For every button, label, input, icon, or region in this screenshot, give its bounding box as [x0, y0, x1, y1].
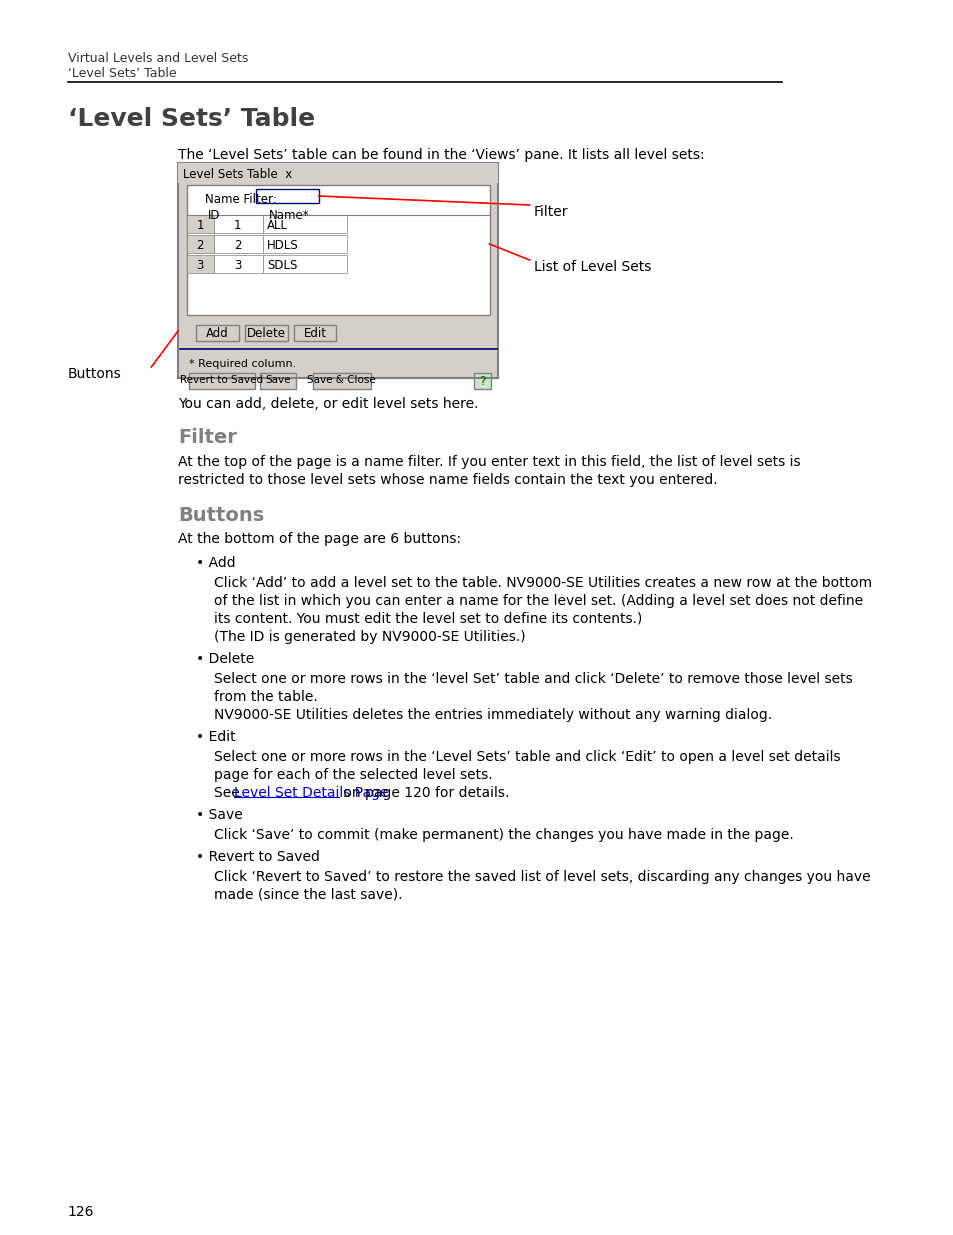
- Text: Add: Add: [206, 327, 229, 340]
- Text: HDLS: HDLS: [267, 240, 298, 252]
- Text: Buttons: Buttons: [68, 367, 121, 382]
- Text: 2: 2: [196, 240, 204, 252]
- Text: Select one or more rows in the ‘level Set’ table and click ‘Delete’ to remove th: Select one or more rows in the ‘level Se…: [213, 672, 851, 685]
- Bar: [187, 215, 213, 233]
- Text: Level Sets Table  x: Level Sets Table x: [183, 168, 293, 182]
- Text: List of Level Sets: List of Level Sets: [534, 261, 651, 274]
- Text: 1: 1: [196, 219, 204, 232]
- Text: • Save: • Save: [195, 808, 242, 823]
- Text: of the list in which you can enter a name for the level set. (Adding a level set: of the list in which you can enter a nam…: [213, 594, 862, 608]
- Text: Save: Save: [265, 375, 290, 385]
- Text: • Edit: • Edit: [195, 730, 235, 743]
- Bar: [213, 215, 262, 233]
- Text: Level Set Details Page: Level Set Details Page: [233, 785, 388, 800]
- Text: Filter: Filter: [178, 429, 236, 447]
- Text: ID: ID: [207, 209, 219, 222]
- Text: The ‘Level Sets’ table can be found in the ‘Views’ pane. It lists all level sets: The ‘Level Sets’ table can be found in t…: [178, 148, 704, 162]
- Bar: [313, 373, 371, 389]
- Text: Delete: Delete: [247, 327, 285, 340]
- Text: Name Filter:: Name Filter:: [205, 193, 276, 206]
- Text: ‘Level Sets’ Table: ‘Level Sets’ Table: [68, 107, 314, 131]
- Text: • Add: • Add: [195, 556, 235, 571]
- Bar: [213, 235, 262, 253]
- Bar: [294, 325, 336, 341]
- Bar: [256, 189, 318, 203]
- Bar: [245, 325, 287, 341]
- Text: page for each of the selected level sets.: page for each of the selected level sets…: [213, 768, 492, 782]
- Text: Select one or more rows in the ‘Level Sets’ table and click ‘Edit’ to open a lev: Select one or more rows in the ‘Level Se…: [213, 750, 840, 764]
- Text: Click ‘Add’ to add a level set to the table. NV9000-SE Utilities creates a new r: Click ‘Add’ to add a level set to the ta…: [213, 576, 871, 590]
- Bar: [262, 254, 347, 273]
- Text: You can add, delete, or edit level sets here.: You can add, delete, or edit level sets …: [178, 396, 478, 411]
- Bar: [178, 163, 498, 378]
- Text: Buttons: Buttons: [178, 506, 264, 525]
- Text: made (since the last save).: made (since the last save).: [213, 888, 402, 902]
- Text: Save & Close: Save & Close: [307, 375, 375, 385]
- Bar: [187, 235, 213, 253]
- Text: * Required column.: * Required column.: [189, 359, 295, 369]
- Text: Click ‘Revert to Saved’ to restore the saved list of level sets, discarding any : Click ‘Revert to Saved’ to restore the s…: [213, 869, 869, 884]
- Bar: [262, 215, 347, 233]
- Text: Name*: Name*: [269, 209, 310, 222]
- Text: Revert to Saved: Revert to Saved: [180, 375, 263, 385]
- Text: • Revert to Saved: • Revert to Saved: [195, 850, 319, 864]
- Bar: [259, 373, 295, 389]
- Text: its content. You must edit the level set to define its contents.): its content. You must edit the level set…: [213, 613, 641, 626]
- Text: Edit: Edit: [303, 327, 326, 340]
- Text: from the table.: from the table.: [213, 690, 317, 704]
- Text: 3: 3: [196, 259, 204, 272]
- Bar: [262, 235, 347, 253]
- Text: ?: ?: [478, 375, 485, 388]
- Bar: [473, 373, 491, 389]
- Text: • Delete: • Delete: [195, 652, 253, 666]
- Text: ALL: ALL: [267, 219, 288, 232]
- Text: 1: 1: [233, 219, 241, 232]
- Text: 3: 3: [233, 259, 241, 272]
- Bar: [178, 163, 498, 183]
- Text: NV9000-SE Utilities deletes the entries immediately without any warning dialog.: NV9000-SE Utilities deletes the entries …: [213, 708, 771, 722]
- Text: At the top of the page is a name filter. If you enter text in this field, the li: At the top of the page is a name filter.…: [178, 454, 800, 469]
- Bar: [187, 185, 489, 315]
- Bar: [213, 254, 262, 273]
- Text: Click ‘Save’ to commit (make permanent) the changes you have made in the page.: Click ‘Save’ to commit (make permanent) …: [213, 827, 793, 842]
- Bar: [189, 373, 255, 389]
- Text: ‘Level Sets’ Table: ‘Level Sets’ Table: [68, 67, 176, 80]
- Text: Filter: Filter: [534, 205, 568, 219]
- Text: (The ID is generated by NV9000-SE Utilities.): (The ID is generated by NV9000-SE Utilit…: [213, 630, 525, 643]
- Text: SDLS: SDLS: [267, 259, 297, 272]
- Text: See: See: [213, 785, 244, 800]
- Bar: [187, 254, 213, 273]
- Text: on page 120 for details.: on page 120 for details.: [339, 785, 509, 800]
- Bar: [195, 325, 238, 341]
- Text: 2: 2: [233, 240, 241, 252]
- Text: Virtual Levels and Level Sets: Virtual Levels and Level Sets: [68, 52, 248, 65]
- Text: restricted to those level sets whose name fields contain the text you entered.: restricted to those level sets whose nam…: [178, 473, 717, 487]
- Text: 126: 126: [68, 1205, 94, 1219]
- Text: At the bottom of the page are 6 buttons:: At the bottom of the page are 6 buttons:: [178, 532, 460, 546]
